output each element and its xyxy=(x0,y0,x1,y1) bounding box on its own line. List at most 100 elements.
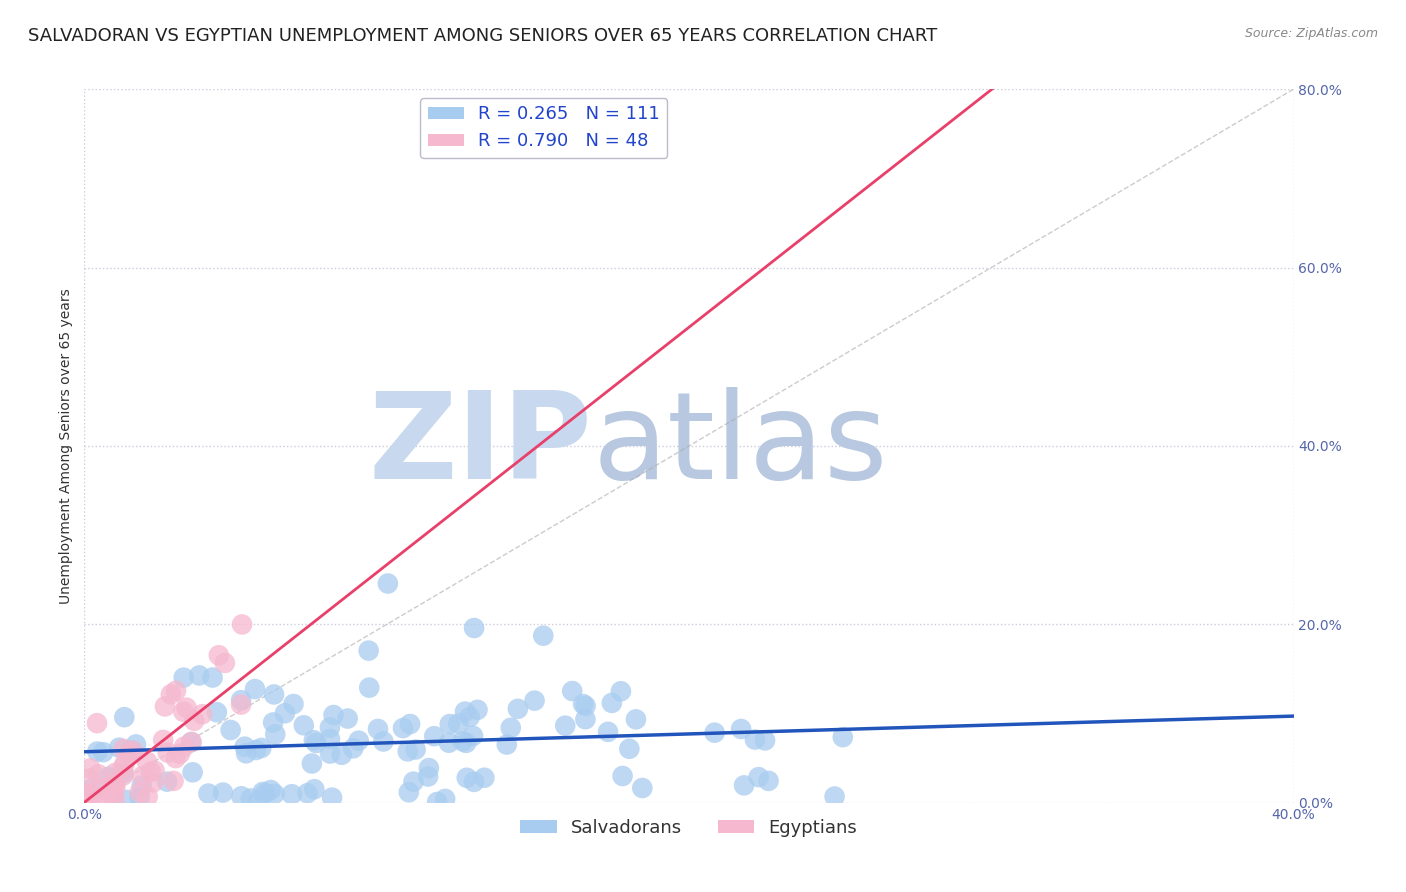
Point xyxy=(600,696,623,710)
Point xyxy=(631,780,654,795)
Point xyxy=(108,740,131,755)
Y-axis label: Unemployment Among Seniors over 65 years: Unemployment Among Seniors over 65 years xyxy=(59,288,73,604)
Point xyxy=(180,735,202,749)
Point xyxy=(831,730,853,744)
Point xyxy=(143,764,166,778)
Point xyxy=(319,732,342,747)
Point xyxy=(160,687,183,701)
Point xyxy=(347,733,370,747)
Point xyxy=(754,733,776,747)
Point xyxy=(439,717,461,731)
Point xyxy=(254,786,277,800)
Point xyxy=(104,776,127,790)
Point xyxy=(418,761,440,775)
Point xyxy=(112,710,135,724)
Point xyxy=(181,765,204,780)
Point xyxy=(561,684,583,698)
Point xyxy=(162,773,184,788)
Point xyxy=(112,766,135,780)
Point xyxy=(191,707,214,722)
Point xyxy=(188,668,211,682)
Point xyxy=(77,786,100,800)
Point xyxy=(467,703,489,717)
Text: ZIP: ZIP xyxy=(368,387,592,505)
Text: atlas: atlas xyxy=(592,387,887,505)
Point xyxy=(82,791,104,805)
Point xyxy=(250,741,273,756)
Point xyxy=(399,717,422,731)
Point xyxy=(114,756,136,771)
Point xyxy=(112,768,135,782)
Point xyxy=(243,681,266,696)
Point xyxy=(86,745,108,759)
Point xyxy=(506,702,529,716)
Point xyxy=(112,742,135,756)
Point xyxy=(165,683,187,698)
Point xyxy=(229,698,252,712)
Point xyxy=(733,778,755,792)
Point xyxy=(104,781,127,796)
Point xyxy=(416,770,439,784)
Point xyxy=(91,781,114,796)
Point xyxy=(461,729,484,743)
Point xyxy=(274,706,297,721)
Point xyxy=(456,771,478,785)
Point xyxy=(304,782,326,797)
Point xyxy=(454,705,477,719)
Point xyxy=(239,791,262,805)
Point xyxy=(128,785,150,799)
Point xyxy=(748,770,770,784)
Point xyxy=(357,643,380,657)
Point xyxy=(139,764,162,779)
Point xyxy=(118,747,141,761)
Point xyxy=(101,786,124,800)
Point xyxy=(612,769,634,783)
Point xyxy=(260,783,283,797)
Point xyxy=(231,617,253,632)
Point xyxy=(252,785,274,799)
Point xyxy=(451,734,474,748)
Point xyxy=(321,790,343,805)
Point xyxy=(426,795,449,809)
Point xyxy=(76,787,98,801)
Point xyxy=(342,741,364,756)
Point xyxy=(283,697,305,711)
Point xyxy=(463,621,485,635)
Point xyxy=(463,775,485,789)
Point xyxy=(115,793,138,807)
Point xyxy=(104,766,127,780)
Point xyxy=(554,719,576,733)
Point xyxy=(231,693,253,707)
Point xyxy=(212,786,235,800)
Point xyxy=(97,770,120,784)
Point xyxy=(330,747,353,762)
Text: Source: ZipAtlas.com: Source: ZipAtlas.com xyxy=(1244,27,1378,40)
Point xyxy=(824,789,846,804)
Point xyxy=(574,698,596,713)
Point xyxy=(373,734,395,748)
Point xyxy=(233,739,256,754)
Point xyxy=(197,787,219,801)
Point xyxy=(619,741,641,756)
Point xyxy=(472,771,495,785)
Point xyxy=(531,629,554,643)
Point xyxy=(219,723,242,737)
Point xyxy=(97,784,120,798)
Point xyxy=(125,738,148,752)
Point xyxy=(447,716,470,731)
Point xyxy=(405,742,427,756)
Point xyxy=(156,774,179,789)
Point xyxy=(77,772,100,786)
Point xyxy=(247,794,270,808)
Point xyxy=(398,785,420,799)
Point xyxy=(703,725,725,739)
Point xyxy=(142,775,165,789)
Point xyxy=(131,779,153,793)
Point xyxy=(359,681,381,695)
Point xyxy=(101,784,124,798)
Point xyxy=(180,735,202,749)
Point xyxy=(169,747,191,761)
Point xyxy=(86,716,108,731)
Point xyxy=(135,755,157,769)
Point xyxy=(104,793,127,807)
